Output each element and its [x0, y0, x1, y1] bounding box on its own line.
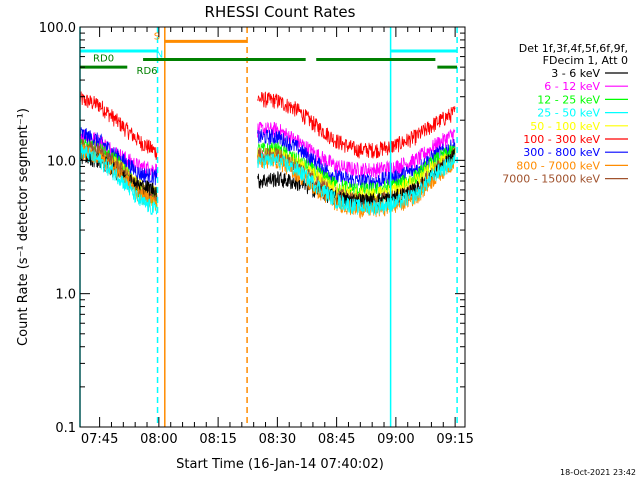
y-axis-title: Count Rate (s⁻¹ detector segment⁻¹): [16, 108, 31, 346]
legend-entry-3: 25 - 50 keV: [537, 107, 600, 120]
flag-label-3: RD0: [93, 54, 114, 65]
footer-timestamp: 18-Oct-2021 23:42: [560, 468, 636, 477]
legend-entry-7: 800 - 7000 keV: [516, 159, 600, 172]
y-tick-label-1: 1.0: [55, 288, 76, 303]
x-tick-label-6: 09:15: [436, 432, 473, 447]
axis-layer: 07:45 08:00 08:15 08:30 08:45 09:00 09:15 0.1 1.…: [39, 21, 474, 447]
legend-entry-8: 7000 - 15000 keV: [502, 173, 600, 186]
flag-label-4: RD6: [137, 66, 158, 77]
series-line-3: [79, 143, 456, 216]
y-tick-label-0: 0.1: [55, 421, 76, 436]
plot-frame: [79, 26, 466, 428]
legend: Det 1f,3f,4f,5f,6f,9f, FDecim 1, Att 0 3…: [502, 42, 628, 186]
x-tick-label-1: 08:00: [140, 432, 177, 447]
x-tick-label-2: 08:15: [199, 432, 236, 447]
legend-entry-4: 50 - 100 keV: [530, 120, 600, 133]
legend-header-line-1: Det 1f,3f,4f,5f,6f,9f,: [519, 42, 628, 55]
legend-entry-6: 300 - 800 keV: [523, 146, 600, 159]
flag-label-2: N: [156, 50, 163, 61]
vertical-marker-layer: [79, 27, 458, 427]
series-layer: [79, 91, 456, 220]
legend-entry-0: 3 - 6 keV: [551, 67, 600, 80]
x-tick-label-0: 07:45: [81, 432, 118, 447]
x-tick-label-4: 08:45: [318, 432, 355, 447]
legend-header-line-2: FDecim 1, Att 0: [543, 54, 628, 67]
legend-entry-5: 100 - 300 keV: [523, 133, 600, 146]
legend-entry-2: 12 - 25 keV: [537, 93, 600, 106]
y-tick-label-2: 10.0: [47, 154, 76, 169]
x-tick-label-5: 09:00: [377, 432, 414, 447]
legend-entry-1: 6 - 12 keV: [544, 80, 600, 93]
x-tick-label-3: 08:30: [259, 432, 296, 447]
x-axis-title: Start Time (16-Jan-14 07:40:02): [176, 457, 384, 472]
chart-title: RHESSI Count Rates: [205, 3, 356, 21]
flag-bar-layer: SN RD0 RD6: [80, 31, 458, 77]
y-tick-label-3: 100.0: [39, 21, 76, 36]
flag-label-1: S: [154, 31, 160, 42]
series-line-5: [79, 91, 456, 160]
